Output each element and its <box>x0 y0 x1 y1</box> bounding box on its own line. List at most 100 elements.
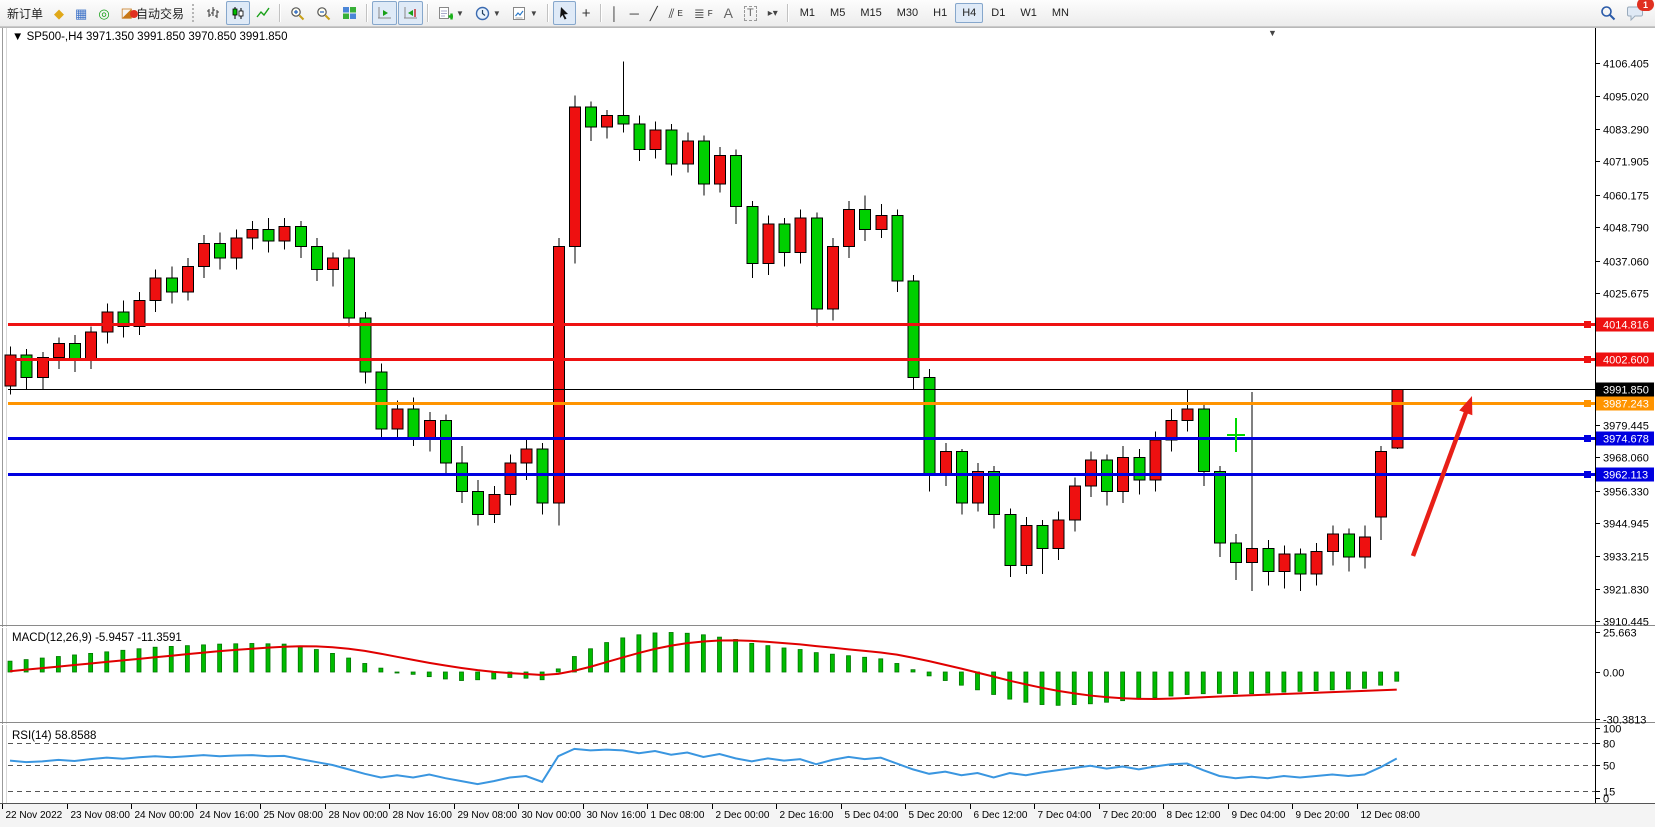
price-tick-label: 3956.330 <box>1603 487 1649 499</box>
candle-body <box>1149 439 1162 481</box>
channel-tool-button[interactable]: ⫽ E <box>664 1 688 25</box>
time-tick-label: 22 Nov 2022 <box>6 810 63 821</box>
hline-anchor[interactable] <box>1584 471 1591 478</box>
candle-body <box>214 243 227 259</box>
macd-histogram-bar <box>507 671 513 678</box>
toolbar-separator <box>546 4 549 22</box>
macd-histogram-bar <box>7 660 13 673</box>
rsi-axis-label: 50 <box>1603 761 1615 773</box>
time-tick-label: 2 Dec 16:00 <box>780 810 834 821</box>
toolbar-separator <box>278 4 281 22</box>
macd-histogram-bar <box>23 659 29 673</box>
arrows-tool-button[interactable]: ▸▾ <box>763 1 783 25</box>
timeframe-d1-button[interactable]: D1 <box>984 3 1012 23</box>
trend-arrow-line[interactable] <box>1410 404 1471 557</box>
timeframe-m5-button[interactable]: M5 <box>823 3 852 23</box>
vertical-line-tool-button[interactable]: │ <box>606 1 624 25</box>
macd-histogram-bar <box>991 671 997 695</box>
macd-histogram-bar <box>684 632 690 673</box>
bar-chart-icon <box>206 7 219 18</box>
trend-arrow-head[interactable] <box>1459 396 1473 416</box>
hline-anchor[interactable] <box>1584 435 1591 442</box>
candle-body <box>117 311 130 327</box>
price-label-text: 4014.816 <box>1603 320 1649 332</box>
indicators-button[interactable]: ▼ <box>433 1 469 25</box>
zoom-out-button[interactable] <box>311 1 336 25</box>
trendline-tool-button[interactable]: ╱ <box>645 1 663 25</box>
horizontal-line-tool-button[interactable]: ─ <box>625 1 644 25</box>
macd-axis-label: 0.00 <box>1603 668 1624 680</box>
crosshair-tool-button[interactable]: + <box>577 1 596 25</box>
macd-histogram-bar <box>55 656 61 673</box>
tile-windows-button[interactable] <box>337 1 362 25</box>
timeframe-h1-button[interactable]: H1 <box>926 3 954 23</box>
macd-histogram-bar <box>1023 671 1029 703</box>
candle-body <box>230 237 243 259</box>
price-tick-label: 3910.445 <box>1603 617 1649 629</box>
macd-histogram-bar <box>846 655 851 673</box>
timeframe-h4-button[interactable]: H4 <box>955 3 984 23</box>
timeframe-w1-button[interactable]: W1 <box>1013 3 1044 23</box>
time-tick-label: 7 Dec 20:00 <box>1103 810 1157 821</box>
macd-histogram-bar <box>958 671 964 686</box>
notification-badge: 1 <box>1637 0 1654 11</box>
price-label-text: 3962.113 <box>1603 470 1648 482</box>
label-tool-button[interactable]: T <box>739 1 762 25</box>
templates-button[interactable]: ▼ <box>507 1 543 25</box>
zoom-in-icon <box>291 6 305 20</box>
macd-histogram-bar <box>1184 671 1190 695</box>
candle-body <box>1359 536 1371 558</box>
chart-shift-marker: ▼ <box>1268 28 1277 38</box>
hline-anchor[interactable] <box>1584 400 1591 407</box>
notifications-button[interactable]: 1 <box>1622 0 1654 25</box>
macd-signal-line <box>9 639 1397 700</box>
timeframe-m15-button[interactable]: M15 <box>853 3 888 23</box>
macd-label: MACD(12,26,9) -5.9457 -11.3591 <box>12 632 182 644</box>
arrows-tool-icon: ▸▾ <box>767 7 778 19</box>
candle-body <box>1165 419 1178 441</box>
text-tool-button[interactable]: A <box>719 1 738 25</box>
market-watch-button[interactable]: ◆ <box>49 1 69 25</box>
hline-anchor[interactable] <box>1584 356 1591 363</box>
candle-body <box>988 471 1001 515</box>
price-label-text: 3987.243 <box>1603 399 1649 411</box>
macd-histogram-bar <box>668 632 674 673</box>
timeframe-m1-button[interactable]: M1 <box>793 3 822 23</box>
candle-body <box>1181 408 1194 421</box>
rsi-line <box>9 747 1398 786</box>
candle-body <box>407 408 420 438</box>
chart-shift-button[interactable] <box>397 1 423 25</box>
price-tick-label: 3979.445 <box>1603 421 1649 433</box>
cursor-tool-button[interactable] <box>552 1 576 25</box>
macd-histogram-bar <box>346 657 352 673</box>
auto-trading-button[interactable]: ◪ 自动交易 <box>116 2 189 24</box>
candlestick-chart-button[interactable] <box>225 1 250 25</box>
search-button[interactable] <box>1595 1 1621 25</box>
macd-histogram-bar <box>152 646 158 673</box>
data-window-button[interactable]: ▦ <box>70 1 92 25</box>
line-chart-button[interactable] <box>251 1 275 25</box>
macd-histogram-bar <box>1168 671 1174 697</box>
hline-anchor[interactable] <box>1584 321 1591 328</box>
fibonacci-icon: ≣ <box>693 5 705 21</box>
zoom-in-button[interactable] <box>285 1 310 25</box>
auto-trading-icon: ◪ <box>121 5 138 21</box>
new-order-button[interactable]: 新订单 <box>2 2 48 24</box>
candle-body <box>488 493 501 515</box>
macd-histogram-bar <box>652 632 658 673</box>
price-tick-label: 3944.945 <box>1603 519 1649 531</box>
candle-body <box>262 228 275 242</box>
horizontal-line-icon: ─ <box>629 5 639 21</box>
timeframe-mn-button[interactable]: MN <box>1045 3 1076 23</box>
macd-histogram-bar <box>136 648 142 673</box>
fibonacci-tool-button[interactable]: ≣ F <box>689 1 718 25</box>
bar-chart-button[interactable] <box>201 1 225 25</box>
macd-histogram-bar <box>72 654 77 673</box>
periods-button[interactable]: ▼ <box>470 1 506 25</box>
navigator-button[interactable]: ◎ <box>93 1 114 25</box>
auto-scroll-button[interactable] <box>371 1 397 25</box>
timeframe-m30-button[interactable]: M30 <box>890 3 925 23</box>
macd-histogram-bar <box>39 657 45 673</box>
macd-histogram-bar <box>1071 671 1077 705</box>
